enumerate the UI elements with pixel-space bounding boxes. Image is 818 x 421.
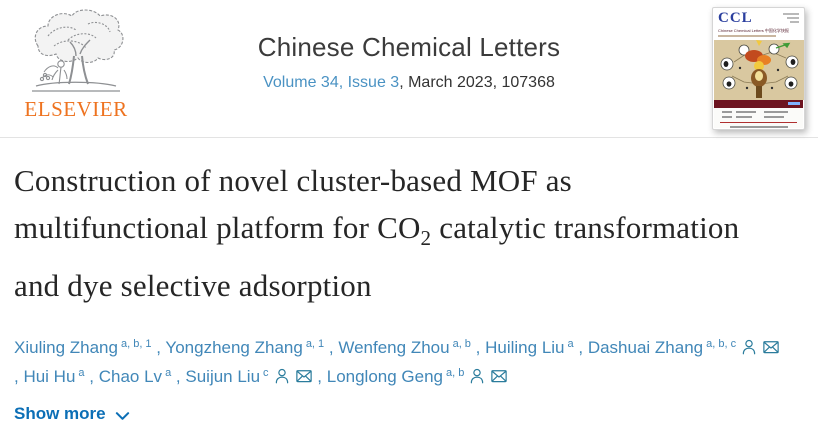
author[interactable]: , Suijun Liu c <box>176 367 313 386</box>
author-affiliation-sup: a, 1 <box>305 337 325 350</box>
author-separator: , <box>578 338 588 358</box>
cover-caption-underline <box>718 35 776 37</box>
author-affiliation-sup: a, b <box>452 337 471 350</box>
elsevier-logo[interactable]: ELSEVIER <box>14 6 138 122</box>
citation-date-article-no: , March 2023, 107368 <box>399 74 555 91</box>
article-title-text: Construction of novel cluster-based MOF … <box>14 163 572 245</box>
author[interactable]: , Huiling Liu a <box>476 338 574 357</box>
author[interactable]: Xiuling Zhang a, b, 1 <box>14 338 152 357</box>
journal-heading-block: Chinese Chemical Letters Volume 34, Issu… <box>0 32 818 92</box>
author-separator: , <box>89 367 99 387</box>
author-email-icon[interactable] <box>295 367 313 385</box>
cover-caption: Chinese Chemical Letters 中国化学快报 <box>718 28 789 33</box>
author-separator: , <box>14 367 24 387</box>
article-title-subscript: 2 <box>420 226 432 251</box>
journal-cover-thumbnail[interactable]: CCL Chinese Chemical Letters 中国化学快报 <box>712 7 805 130</box>
author-name-link[interactable]: Suijun Liu <box>185 367 261 387</box>
author-separator: , <box>475 338 486 358</box>
article-title-text-2: catalytic transformation and dye selecti… <box>14 210 740 304</box>
citation-line: Volume 34, Issue 3, March 2023, 107368 <box>0 74 818 92</box>
chevron-down-icon <box>115 411 129 420</box>
author-affiliation-sup: c <box>263 366 269 379</box>
author-name-link[interactable]: Huiling Liu <box>485 338 565 358</box>
author[interactable]: , Dashuai Zhang a, b, c <box>578 338 780 357</box>
author-name-link[interactable]: Xiuling Zhang <box>14 338 118 358</box>
author[interactable]: , Chao Lv a <box>89 367 171 386</box>
author-name-link[interactable]: Longlong Geng <box>326 367 444 387</box>
journal-title-link[interactable]: Chinese Chemical Letters <box>257 32 561 62</box>
author[interactable]: , Yongzheng Zhang a, 1 <box>156 338 324 357</box>
show-more-label: Show more <box>14 404 106 421</box>
volume-issue-link[interactable]: Volume 34, Issue 3 <box>263 74 400 91</box>
author-name-link[interactable]: Chao Lv <box>98 367 163 387</box>
author-name-link[interactable]: Dashuai Zhang <box>587 338 704 358</box>
author-email-icon[interactable] <box>762 338 780 356</box>
author-affiliation-sup: a <box>78 366 85 379</box>
article-header: Construction of novel cluster-based MOF … <box>0 157 818 391</box>
cover-issue-info-lines <box>783 13 799 25</box>
author-profile-icon[interactable] <box>273 367 291 385</box>
elsevier-wordmark: ELSEVIER <box>24 97 128 121</box>
cover-illustration <box>714 40 804 100</box>
elsevier-tree-icon <box>32 9 124 92</box>
author-affiliation-sup: a <box>165 366 172 379</box>
author-affiliation-sup: a, b, c <box>706 337 737 350</box>
author-list: Xiuling Zhang a, b, 1 , Yongzheng Zhang a,… <box>14 333 804 391</box>
show-more-button[interactable]: Show more <box>14 404 130 421</box>
author-affiliation-sup: a, b, 1 <box>120 337 152 350</box>
author[interactable]: , Wenfeng Zhou a, b <box>329 338 471 357</box>
author-name-link[interactable]: Yongzheng Zhang <box>165 338 303 358</box>
author-profile-icon[interactable] <box>740 338 758 356</box>
author-affiliation-sup: a <box>567 337 574 350</box>
journal-banner: ELSEVIER Chinese Chemical Letters Volume… <box>0 0 818 138</box>
author-name-link[interactable]: Wenfeng Zhou <box>338 338 450 358</box>
cover-maroon-band <box>714 100 803 108</box>
author-name-link[interactable]: Hui Hu <box>23 367 76 387</box>
author-separator: , <box>175 367 186 387</box>
author-email-icon[interactable] <box>490 367 508 385</box>
author[interactable]: , Hui Hu a <box>14 367 85 386</box>
author[interactable]: , Longlong Geng a, b <box>317 367 508 386</box>
cover-masthead: CCL <box>718 10 753 26</box>
article-title: Construction of novel cluster-based MOF … <box>14 157 759 309</box>
author-separator: , <box>317 367 327 387</box>
author-profile-icon[interactable] <box>468 367 486 385</box>
author-separator: , <box>328 338 339 358</box>
cover-footer-text-block <box>714 108 803 128</box>
cover-sciverse-mark <box>788 102 800 105</box>
author-affiliation-sup: a, b <box>446 366 465 379</box>
author-separator: , <box>156 338 166 358</box>
